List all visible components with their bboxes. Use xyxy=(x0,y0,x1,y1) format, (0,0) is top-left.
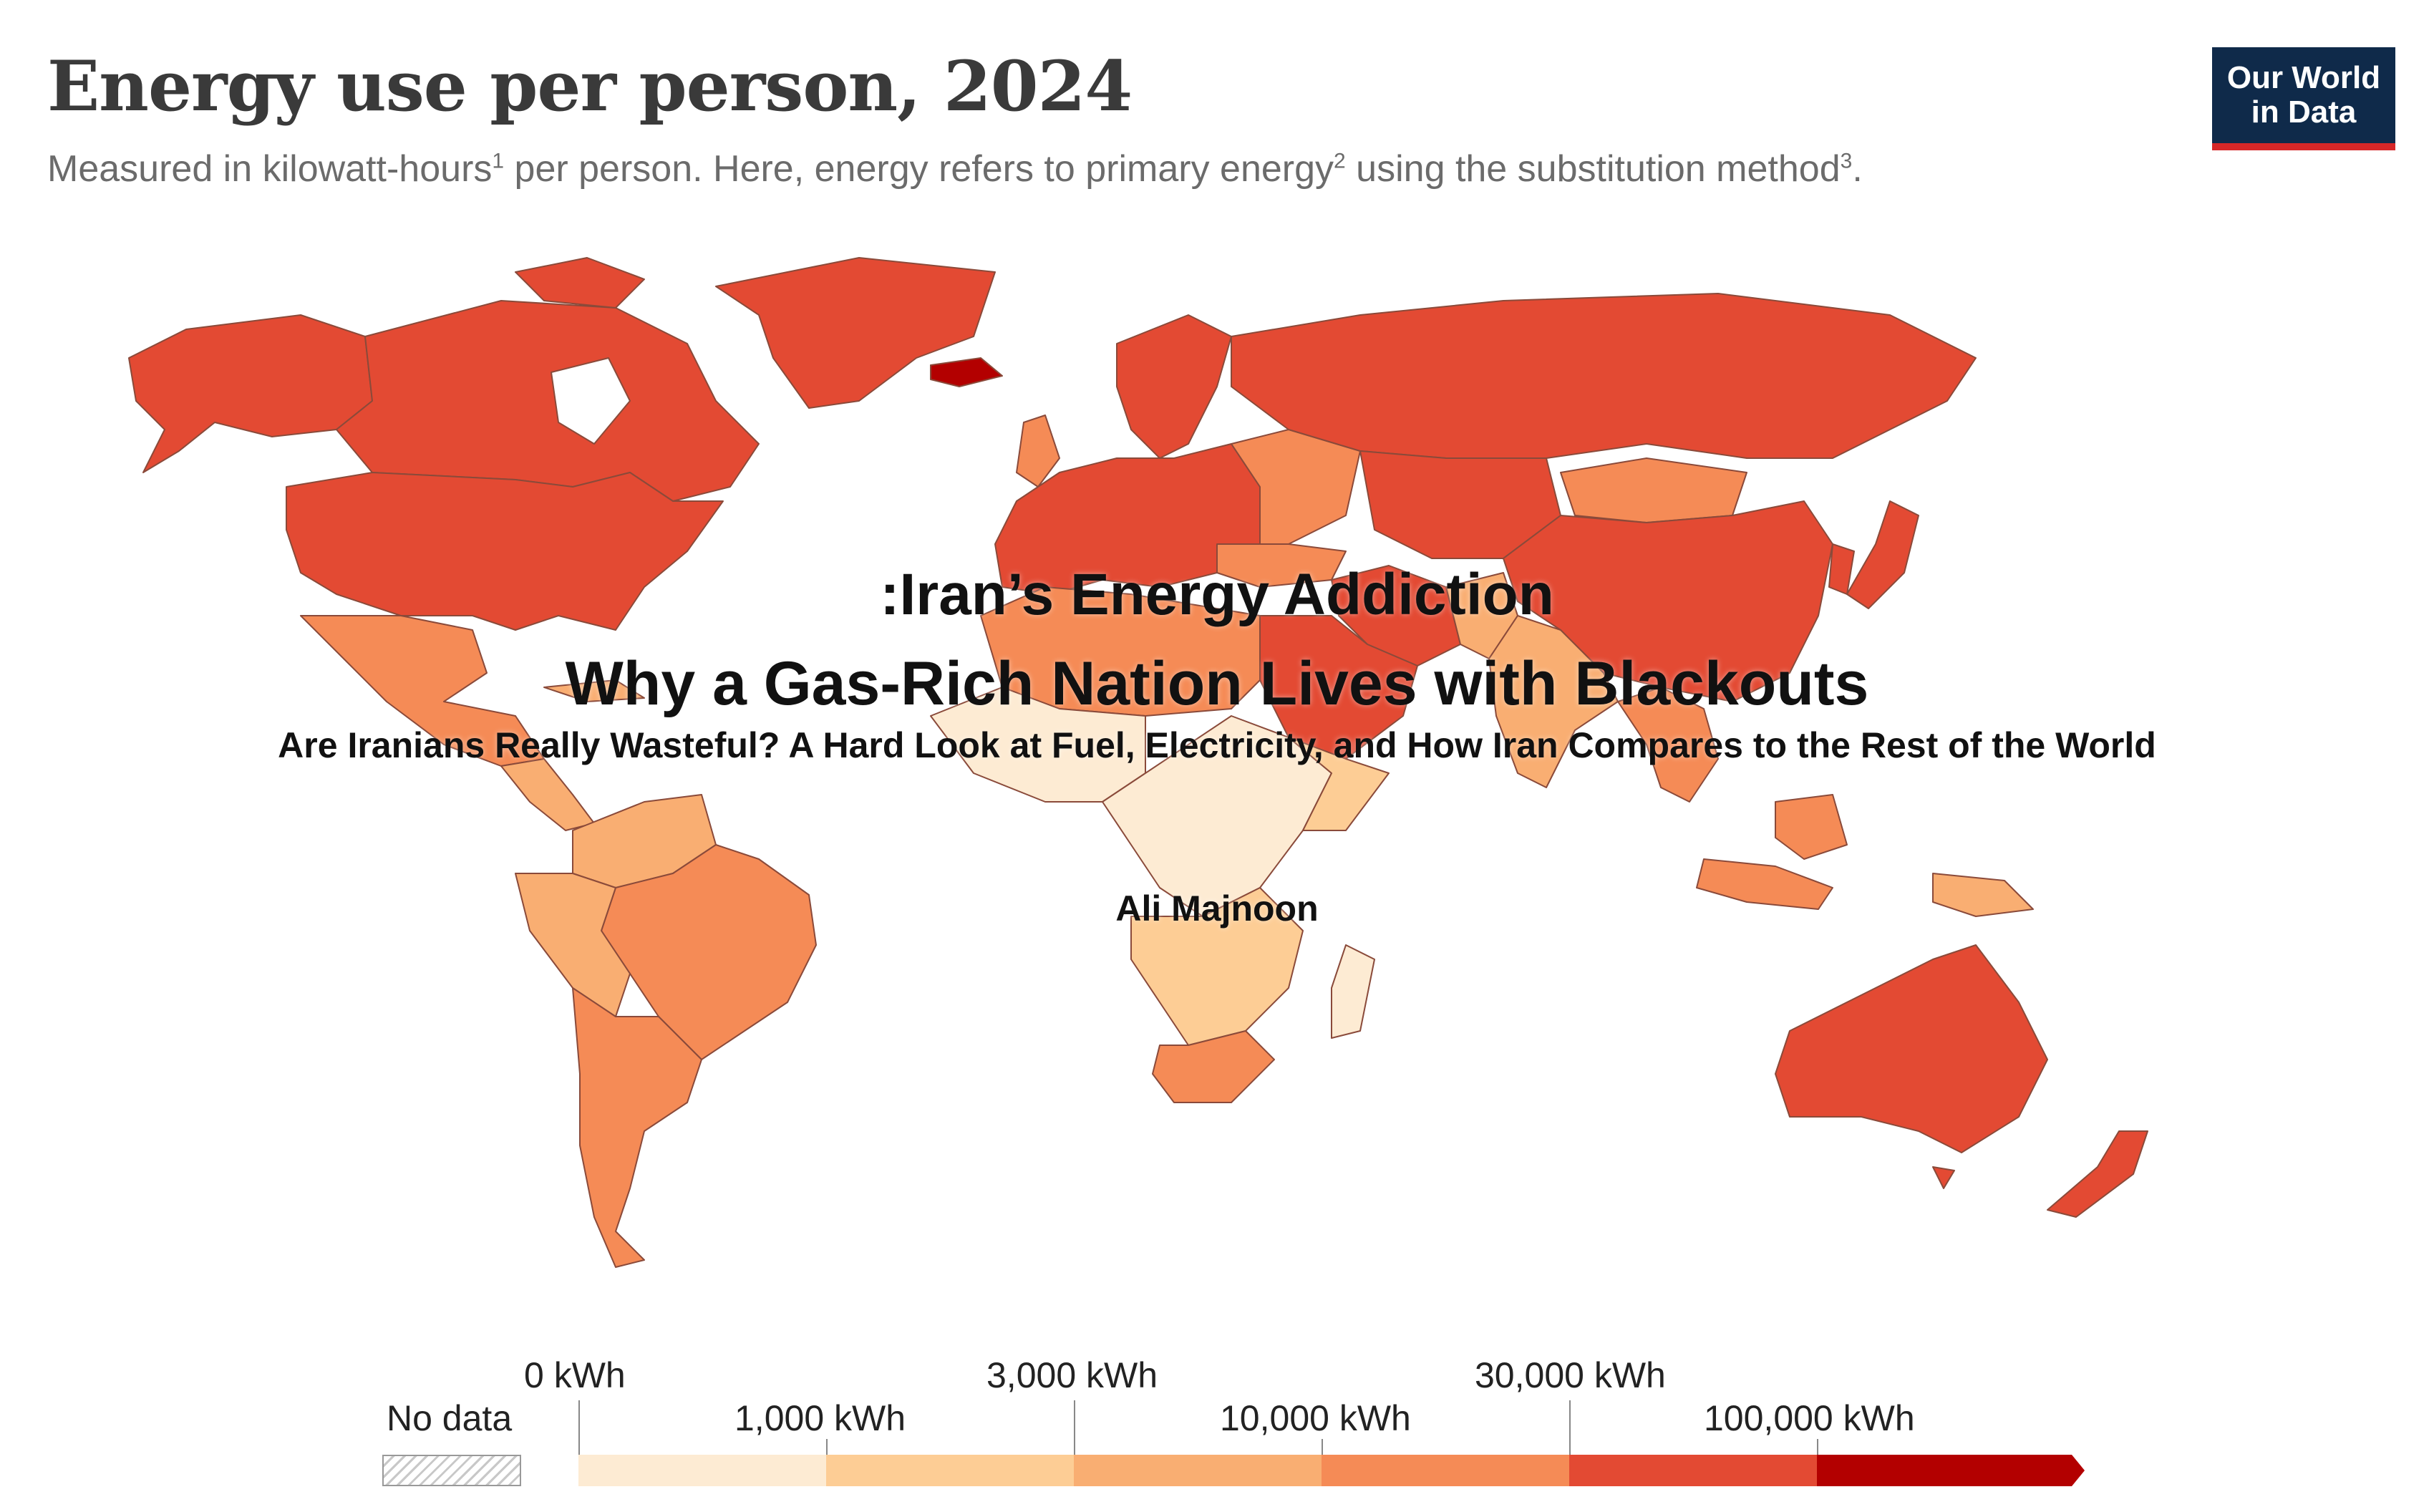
legend-bin-5[interactable] xyxy=(1569,1455,1817,1486)
legend-tick-3000 xyxy=(1074,1400,1075,1486)
legend-arrow-icon xyxy=(2063,1455,2085,1486)
region-uk[interactable] xyxy=(1016,415,1060,488)
region-new-zealand[interactable] xyxy=(2047,1130,2148,1218)
legend-label-3000: 3,000 kWh xyxy=(986,1355,1158,1395)
region-canada[interactable] xyxy=(336,300,760,502)
region-japan[interactable] xyxy=(1846,500,1919,609)
region-borneo[interactable] xyxy=(1775,794,1848,860)
legend-label-10000: 10,000 kWh xyxy=(1220,1398,1411,1438)
legend-label-100000: 100,000 kWh xyxy=(1704,1398,1915,1438)
region-greenland[interactable] xyxy=(715,257,996,409)
logo-line-1: Our World xyxy=(2226,60,2381,95)
footnote-2-marker[interactable]: 2 xyxy=(1334,149,1346,173)
region-iceland[interactable] xyxy=(930,357,1003,387)
region-russia[interactable] xyxy=(1231,293,1977,459)
legend-no-data-swatch[interactable] xyxy=(382,1455,521,1486)
legend-tick-30000 xyxy=(1569,1400,1571,1486)
region-central-america[interactable] xyxy=(500,758,595,831)
legend-bin-3[interactable] xyxy=(1074,1455,1322,1486)
legend-label-1000: 1,000 kWh xyxy=(734,1398,906,1438)
region-korea[interactable] xyxy=(1828,543,1855,595)
tagline: Are Iranians Really Wasteful? A Hard Loo… xyxy=(278,725,2156,765)
subtitle-part-a: Measured in kilowatt-hours xyxy=(47,148,493,190)
headline-secondary: Why a Gas-Rich Nation Lives with Blackou… xyxy=(565,649,1869,718)
legend-no-data-label: No data xyxy=(387,1398,513,1438)
subtitle-part-d: . xyxy=(1852,148,1863,190)
region-usa[interactable] xyxy=(286,472,724,631)
author-name: Ali Majnoon xyxy=(1115,888,1319,929)
hudson-bay xyxy=(551,357,631,445)
region-scandinavia[interactable] xyxy=(1116,314,1232,459)
footnote-1-marker[interactable]: 1 xyxy=(492,149,505,173)
region-arabia[interactable] xyxy=(1245,615,1418,760)
region-australia[interactable] xyxy=(1775,944,2048,1153)
region-peru-bolivia[interactable] xyxy=(515,873,631,1017)
owid-logo[interactable]: Our World in Data xyxy=(2212,47,2395,150)
legend-bin-6[interactable] xyxy=(1817,1455,2065,1486)
region-cuba[interactable] xyxy=(543,679,645,702)
legend-tick-0 xyxy=(578,1400,580,1486)
region-tasmania[interactable] xyxy=(1932,1166,1955,1189)
region-mexico[interactable] xyxy=(300,615,545,767)
region-indonesia[interactable] xyxy=(1696,858,1833,910)
chart-subtitle: Measured in kilowatt-hours1 per person. … xyxy=(47,147,1863,190)
region-argentina-chile[interactable] xyxy=(572,987,702,1268)
subtitle-part-b: per person. Here, energy refers to prima… xyxy=(504,148,1334,190)
region-alaska[interactable] xyxy=(128,314,373,473)
region-mongolia[interactable] xyxy=(1560,457,1747,523)
region-arctic-islands[interactable] xyxy=(515,257,645,309)
headline-primary: :Iran’s Energy Addiction xyxy=(880,562,1554,627)
legend-bin-4[interactable] xyxy=(1322,1455,1569,1486)
region-india[interactable] xyxy=(1488,615,1619,788)
chart-title: Energy use per person, 2024 xyxy=(47,46,1133,127)
region-southeast-asia[interactable] xyxy=(1617,687,1719,803)
subtitle-part-c: using the substitution method xyxy=(1345,148,1841,190)
legend-bin-1[interactable] xyxy=(578,1455,826,1486)
logo-line-2: in Data xyxy=(2251,94,2357,130)
region-east-africa[interactable] xyxy=(1288,737,1390,831)
legend-label-0: 0 kWh xyxy=(524,1355,626,1395)
footnote-3-marker[interactable]: 3 xyxy=(1840,149,1853,173)
region-madagascar[interactable] xyxy=(1331,944,1375,1039)
region-south-africa[interactable] xyxy=(1152,1030,1275,1103)
legend-label-30000: 30,000 kWh xyxy=(1475,1355,1666,1395)
legend-bin-2[interactable] xyxy=(826,1455,1074,1486)
region-papua[interactable] xyxy=(1932,873,2034,917)
world-choropleth-map xyxy=(128,257,2148,1268)
region-southern-africa[interactable] xyxy=(1130,887,1304,1046)
